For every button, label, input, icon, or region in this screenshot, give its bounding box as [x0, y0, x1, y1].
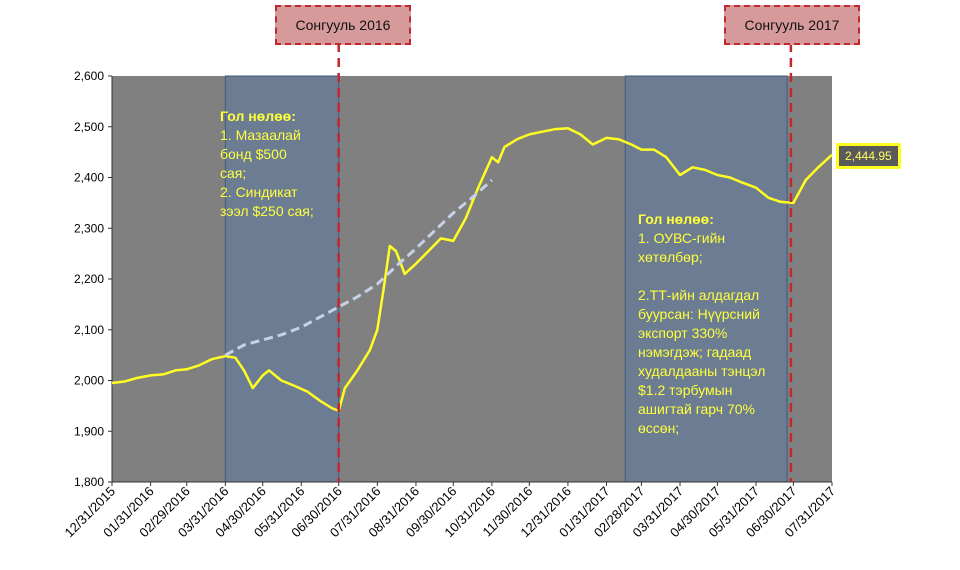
- y-tick-label: 1,900: [74, 424, 104, 438]
- annotation-2016: Гол нөлөө: 1. Мазаалай бонд $500 сая; 2.…: [220, 107, 330, 221]
- y-tick-label: 2,200: [74, 272, 104, 286]
- shaded-period: [224, 75, 340, 483]
- y-tick-label: 2,100: [74, 323, 104, 337]
- annotation-title: Гол нөлөө:: [220, 108, 296, 124]
- annotation-line: 1. Мазаалай: [220, 127, 301, 143]
- annotation-line: 2. Синдикат: [220, 184, 298, 200]
- y-tick-label: 2,600: [74, 69, 104, 83]
- annotation-line: худалдааны тэнцэл: [638, 363, 766, 379]
- annotation-line: зээл $250 сая;: [220, 203, 314, 219]
- annotation-line: ашигтай гарч 70%: [638, 401, 755, 417]
- annotation-line: 2.ТТ-ийн алдагдал: [638, 287, 760, 303]
- annotation-title: Гол нөлөө:: [638, 211, 714, 227]
- event-label-election-2016: Сонгууль 2016: [275, 5, 411, 45]
- y-tick-label: 2,500: [74, 120, 104, 134]
- annotation-line: [638, 267, 788, 286]
- shaded-period: [624, 75, 788, 483]
- y-tick-label: 2,000: [74, 374, 104, 388]
- annotation-line: $1.2 тэрбумын: [638, 382, 733, 398]
- annotation-line: нэмэгдэж; гадаад: [638, 344, 752, 360]
- last-value-label: 2,444.95: [836, 143, 901, 169]
- annotation-line: бонд $500: [220, 146, 287, 162]
- annotation-line: хөтөлбөр;: [638, 249, 703, 265]
- y-tick-label: 2,400: [74, 171, 104, 185]
- annotation-line: өссөн;: [638, 420, 680, 436]
- y-tick-label: 1,800: [74, 475, 104, 489]
- index-line: [111, 127, 833, 413]
- annotation-line: сая;: [220, 165, 247, 181]
- annotation-line: 1. ОУВС-гийн: [638, 230, 726, 246]
- event-label-election-2017: Сонгууль 2017: [724, 5, 860, 45]
- trend-line-dashed: [224, 178, 493, 357]
- annotation-line: экспорт 330%: [638, 325, 728, 341]
- y-tick-label: 2,300: [74, 221, 104, 235]
- annotation-2017: Гол нөлөө: 1. ОУВС-гийн хөтөлбөр; 2.ТТ-и…: [638, 210, 788, 438]
- annotation-line: буурсан: Нүүрсний: [638, 306, 760, 322]
